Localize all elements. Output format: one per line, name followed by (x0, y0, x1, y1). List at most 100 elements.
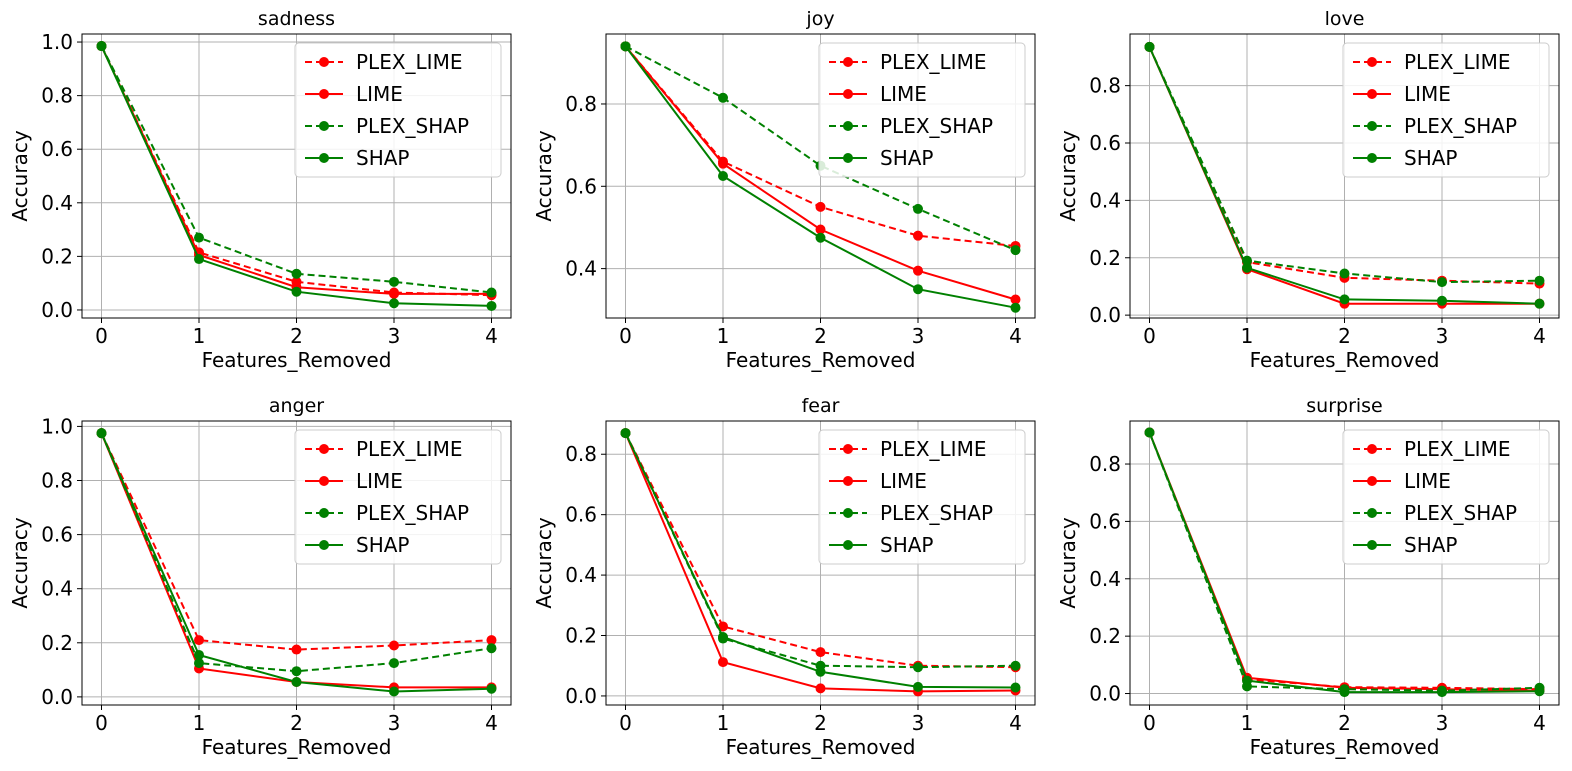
x-tick-label: 4 (1533, 711, 1546, 735)
y-tick-label: 0.6 (565, 503, 597, 527)
data-point (815, 683, 826, 694)
data-point (486, 635, 497, 646)
data-point (718, 158, 728, 169)
legend-label: PLEX_SHAP (356, 501, 469, 525)
x-tick-label: 2 (814, 711, 827, 735)
data-point (1339, 687, 1350, 698)
data-point (291, 268, 302, 279)
data-point (1534, 686, 1545, 697)
subplot-title: love (1325, 8, 1365, 30)
legend-label: LIME (1404, 82, 1451, 106)
x-tick-label: 1 (193, 711, 206, 735)
y-tick-label: 0.4 (1089, 188, 1121, 212)
x-tick-label: 4 (485, 324, 498, 348)
legend-marker (319, 57, 329, 67)
y-axis-label: Accuracy (532, 130, 556, 221)
legend-marker (1367, 540, 1377, 550)
legend-label: PLEX_LIME (880, 437, 986, 461)
data-point (815, 647, 826, 658)
subplot-title: fear (802, 395, 840, 417)
data-point (815, 666, 826, 677)
legend-label: PLEX_SHAP (1404, 501, 1517, 525)
data-point (1339, 268, 1350, 279)
legend-marker (843, 121, 853, 131)
legend-marker (1367, 508, 1377, 518)
x-tick-label: 3 (1436, 711, 1449, 735)
y-tick-label: 0.6 (565, 174, 597, 198)
data-point (620, 41, 631, 52)
data-point (1437, 277, 1447, 288)
legend-marker (1367, 89, 1377, 99)
subplot-surprise: 0 1 2 3 4 0.0 0.2 0.4 0.6 0.8 surprise Features_Rem… (1056, 395, 1560, 759)
y-tick-label: 0.2 (1089, 246, 1121, 270)
data-point (718, 657, 728, 668)
legend-label: SHAP (356, 533, 409, 557)
y-tick-label: 0.0 (565, 684, 597, 708)
x-tick-label: 3 (912, 711, 925, 735)
legend-marker (319, 89, 329, 99)
y-tick-label: 0.2 (41, 244, 73, 268)
data-point (389, 288, 399, 299)
y-tick-label: 0.8 (1089, 74, 1121, 98)
legend-label: PLEX_SHAP (1404, 114, 1517, 138)
legend-marker (843, 476, 853, 486)
data-point (620, 428, 631, 439)
legend-label: SHAP (356, 146, 409, 170)
y-tick-label: 1.0 (41, 30, 73, 54)
x-tick-label: 4 (1009, 324, 1022, 348)
data-point (1010, 660, 1021, 671)
x-axis-label: Features_Removed (202, 735, 392, 759)
x-axis-label: Features_Removed (1250, 348, 1440, 372)
legend-marker (319, 540, 329, 550)
x-tick-label: 1 (717, 711, 730, 735)
legend-label: PLEX_LIME (356, 437, 462, 461)
data-point (291, 644, 302, 655)
legend (818, 42, 1026, 178)
subplot-fear: 0 1 2 3 4 0.0 0.2 0.4 0.6 0.8 fear Features_Removed… (532, 395, 1036, 759)
legend-label: SHAP (1404, 146, 1457, 170)
subplot-title: anger (269, 395, 324, 417)
data-point (194, 658, 204, 669)
x-tick-label: 2 (1338, 711, 1351, 735)
y-axis-label: Accuracy (8, 130, 32, 221)
legend (294, 429, 502, 565)
data-point (718, 621, 728, 632)
legend-marker (843, 540, 853, 550)
y-tick-label: 0.4 (565, 257, 597, 281)
y-tick-label: 1.0 (41, 414, 73, 438)
x-tick-label: 2 (290, 711, 303, 735)
data-point (486, 287, 497, 298)
subplot-joy: 0 1 2 3 4 0.4 0.6 0.8 joy Features_Removed Accurac… (532, 8, 1036, 372)
data-point (815, 224, 826, 235)
legend (818, 429, 1026, 565)
y-tick-label: 0.0 (1089, 303, 1121, 327)
data-point (389, 640, 399, 651)
series-line-plex_shap (100, 45, 492, 294)
legend-label: PLEX_LIME (1404, 437, 1510, 461)
x-tick-label: 1 (193, 324, 206, 348)
data-point (291, 286, 302, 297)
data-point (913, 203, 923, 214)
data-point (389, 686, 399, 697)
y-axis-label: Accuracy (1056, 517, 1080, 608)
data-point (1144, 427, 1155, 438)
legend (1342, 42, 1550, 178)
legend-label: LIME (356, 469, 403, 493)
subplot-anger: 0 1 2 3 4 0.0 0.2 0.4 0.6 0.8 1.0 anger Features_Rem… (8, 395, 512, 759)
data-point (1339, 294, 1350, 305)
y-tick-label: 0.2 (41, 631, 73, 655)
legend-marker (843, 508, 853, 518)
legend-label: LIME (880, 469, 927, 493)
legend-marker (843, 57, 853, 67)
data-point (486, 683, 497, 694)
y-tick-label: 0.8 (1089, 452, 1121, 476)
legend-label: SHAP (880, 533, 933, 557)
data-point (718, 92, 728, 103)
y-axis-label: Accuracy (532, 517, 556, 608)
y-axis-label: Accuracy (8, 517, 32, 608)
subplot-love: 0 1 2 3 4 0.0 0.2 0.4 0.6 0.8 love Features_Removed… (1056, 8, 1560, 372)
x-axis-label: Features_Removed (202, 348, 392, 372)
legend-marker (319, 121, 329, 131)
data-point (389, 658, 399, 669)
